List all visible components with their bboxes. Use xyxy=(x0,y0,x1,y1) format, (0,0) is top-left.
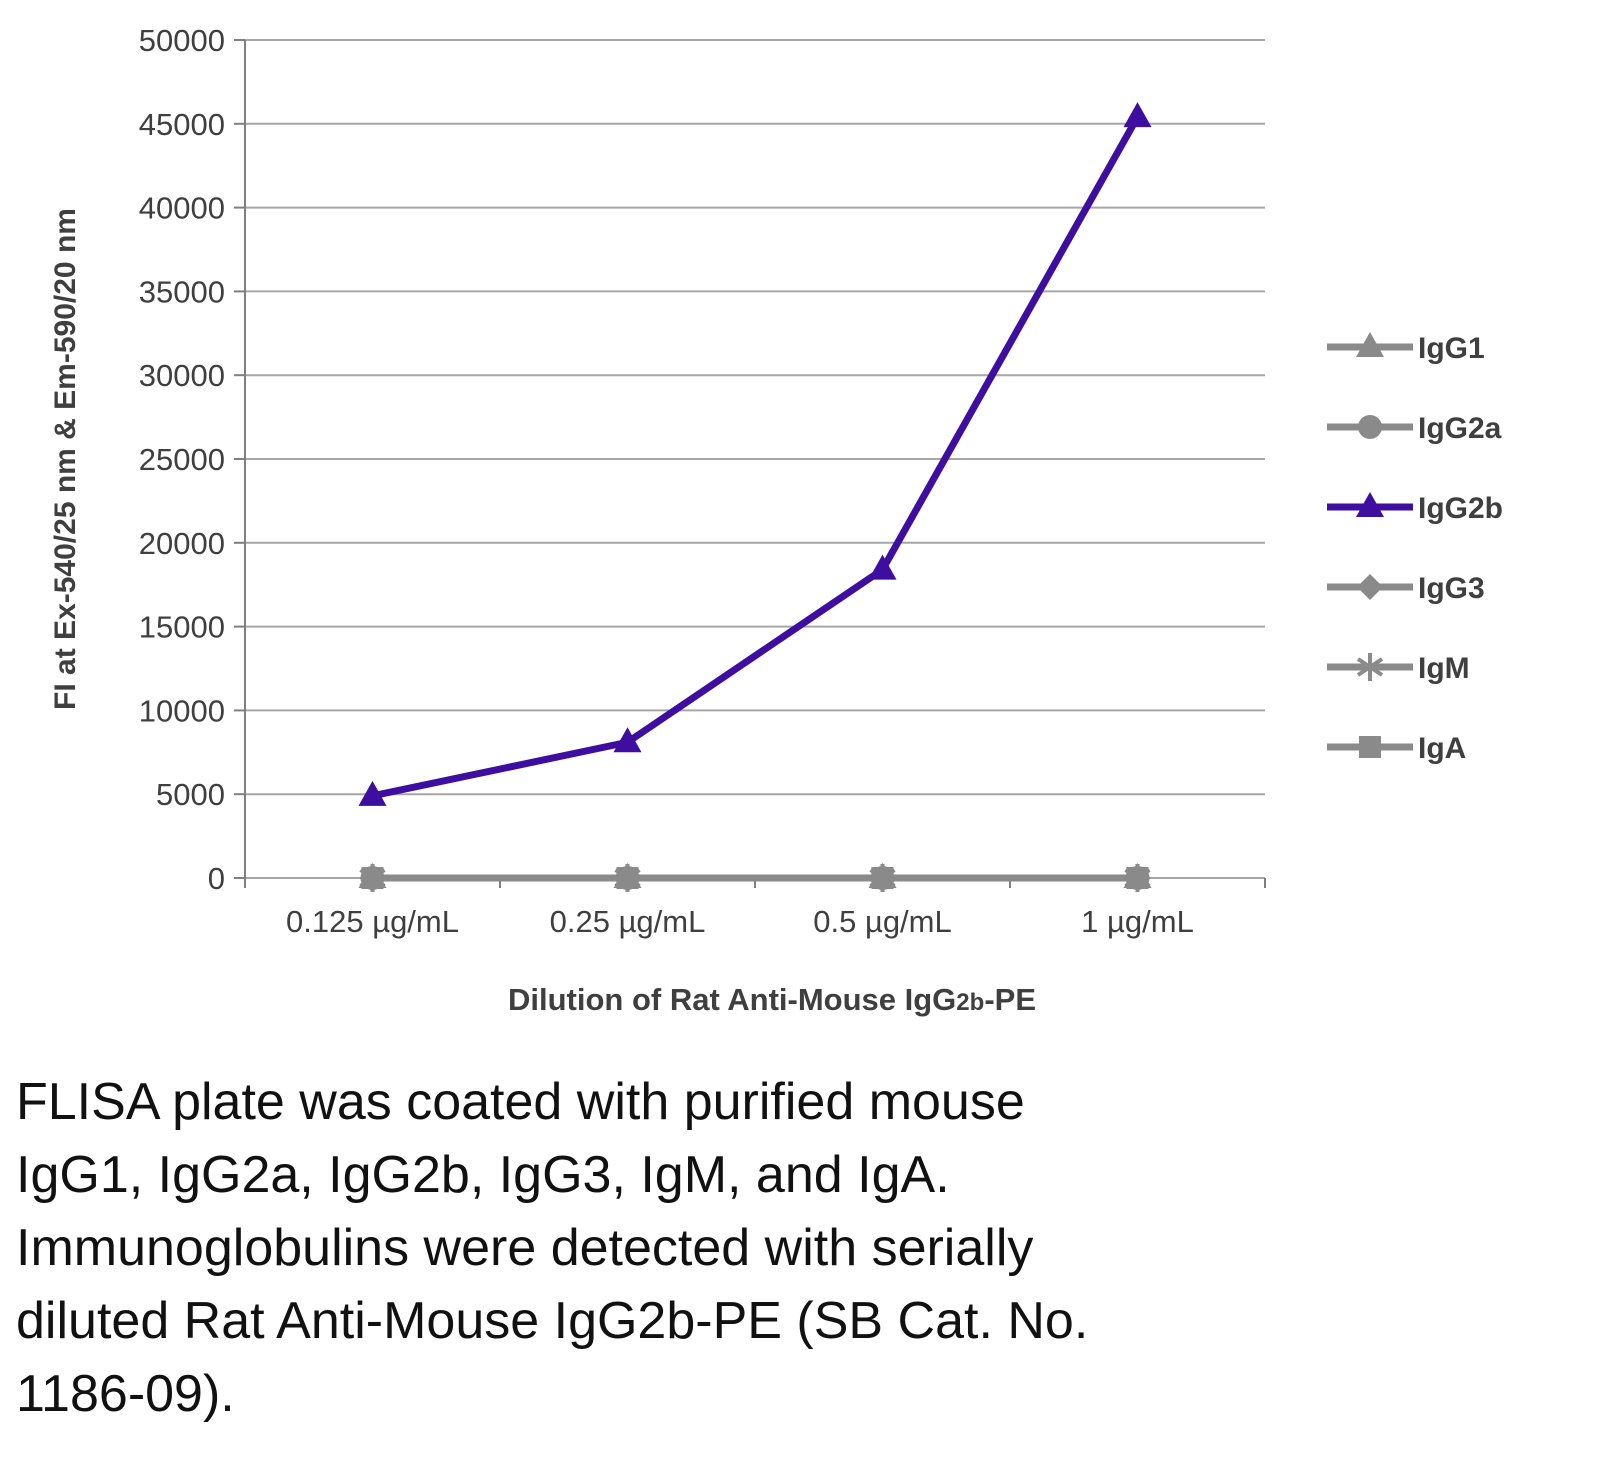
y-tick-label: 25000 xyxy=(139,442,225,477)
legend-marker-IgG2a xyxy=(1358,415,1382,439)
y-tick-label: 40000 xyxy=(139,191,225,226)
y-tick-label: 15000 xyxy=(139,610,225,645)
x-axis-title-subscript: 2b xyxy=(956,989,985,1016)
caption-line: IgG1, IgG2a, IgG2b, IgG3, IgM, and IgA. xyxy=(16,1146,950,1204)
series-marker-IgA xyxy=(616,867,639,889)
x-tick-label: 1 µg/mL xyxy=(1081,904,1194,939)
caption-line: diluted Rat Anti-Mouse IgG2b-PE (SB Cat.… xyxy=(16,1292,1089,1350)
series-marker-IgG2b xyxy=(868,554,897,580)
legend-marker-IgG3 xyxy=(1357,574,1383,600)
y-tick-label: 30000 xyxy=(139,358,225,393)
y-axis-title: FI at Ex-540/25 nm & Em-590/20 nm xyxy=(49,208,82,710)
x-axis-title-post: -PE xyxy=(984,982,1036,1017)
legend-marker-IgM xyxy=(1356,657,1384,677)
series-marker-IgG2b xyxy=(613,727,642,753)
series-marker-IgA xyxy=(361,867,384,889)
y-tick-label: 50000 xyxy=(139,23,225,58)
x-tick-label: 0.25 µg/mL xyxy=(550,904,706,939)
y-tick-label: 10000 xyxy=(139,693,225,728)
legend-label-IgG3: IgG3 xyxy=(1418,572,1485,605)
y-tick-label: 5000 xyxy=(156,777,225,812)
x-tick-label: 0.5 µg/mL xyxy=(813,904,952,939)
series-line-IgG2b xyxy=(369,113,1141,800)
legend-marker-IgG1 xyxy=(1356,332,1384,357)
x-axis-title-pre: Dilution of Rat Anti-Mouse IgG xyxy=(508,982,957,1017)
x-axis-title: Dilution of Rat Anti-Mouse IgG2b-PE xyxy=(508,982,1036,1018)
y-tick-label: 20000 xyxy=(139,526,225,561)
legend-label-IgM: IgM xyxy=(1418,652,1470,685)
series-marker-IgA xyxy=(871,867,894,889)
caption-line: Immunoglobulins were detected with seria… xyxy=(16,1219,1034,1277)
legend-label-IgA: IgA xyxy=(1418,732,1466,765)
legend-label-IgG2b: IgG2b xyxy=(1418,492,1503,525)
figure-caption: FLISA plate was coated with purified mou… xyxy=(16,1066,1576,1431)
series-marker-IgG2b xyxy=(358,780,387,806)
legend-label-IgG1: IgG1 xyxy=(1418,332,1485,365)
chart-canvas: 0 5000 10000 15000 20000 25000 30000 35000 40000… xyxy=(139,23,1503,939)
series-marker-IgA xyxy=(1126,867,1149,889)
y-tick-label: 35000 xyxy=(139,274,225,309)
caption-line: FLISA plate was coated with purified mou… xyxy=(16,1073,1025,1131)
y-tick-label: 0 xyxy=(208,861,225,896)
legend-marker-IgA xyxy=(1359,736,1381,758)
y-tick-label: 45000 xyxy=(139,107,225,142)
series-marker-IgG2b xyxy=(1123,102,1152,128)
legend-label-IgG2a: IgG2a xyxy=(1418,412,1502,445)
x-tick-label: 0.125 µg/mL xyxy=(286,904,459,939)
legend-marker-IgG2b xyxy=(1356,492,1384,517)
caption-line: 1186-09). xyxy=(16,1365,235,1423)
